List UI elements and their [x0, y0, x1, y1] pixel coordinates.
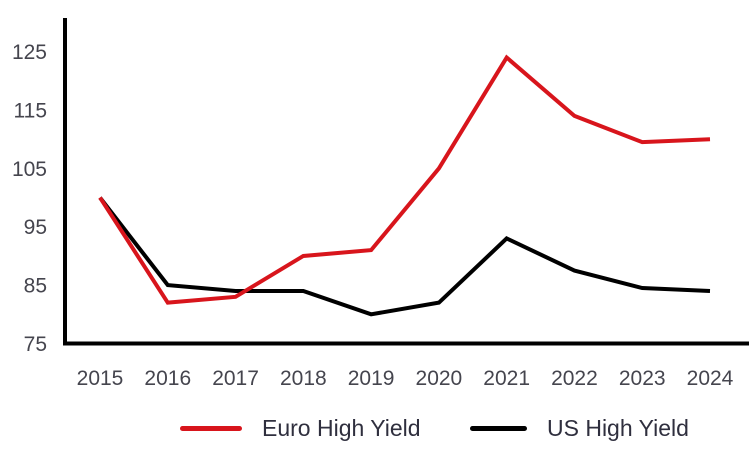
y-tick-label: 115	[14, 99, 47, 122]
y-tick-label: 75	[24, 333, 47, 356]
series-line-us-high-yield	[98, 196, 711, 317]
y-tick-label: 125	[12, 41, 47, 64]
y-tick-label: 95	[24, 216, 47, 239]
chart-legend: Euro High Yield US High Yield	[0, 412, 755, 448]
x-tick-label: 2020	[416, 367, 463, 390]
y-tick-label: 85	[24, 274, 47, 297]
x-tick-label: 2017	[212, 367, 259, 390]
x-tick-label: 2019	[348, 367, 395, 390]
x-tick-label: 2015	[77, 367, 124, 390]
legend-swatch-euro-high-yield	[180, 425, 242, 431]
legend-item-euro-high-yield: Euro High Yield	[180, 412, 421, 444]
x-tick-label: 2024	[687, 367, 734, 390]
y-tick-label: 105	[12, 158, 47, 181]
x-tick-label: 2023	[619, 367, 666, 390]
legend-item-us-high-yield: US High Yield	[470, 412, 689, 444]
x-tick-label: 2016	[144, 367, 191, 390]
axis-lines	[63, 18, 749, 346]
x-tick-label: 2021	[483, 367, 530, 390]
legend-label-us-high-yield: US High Yield	[547, 414, 689, 441]
x-tick-label: 2022	[551, 367, 598, 390]
series-line-euro-high-yield	[98, 54, 711, 305]
x-tick-label: 2018	[280, 367, 327, 390]
legend-label-euro-high-yield: Euro High Yield	[262, 414, 421, 441]
legend-swatch-us-high-yield	[470, 425, 527, 431]
